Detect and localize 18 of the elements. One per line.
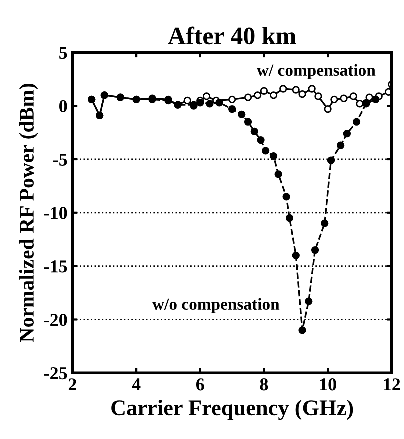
legend-label: w/ compensation: [256, 64, 376, 80]
x-tick-label: 12: [384, 378, 400, 391]
x-tick-label: 10: [320, 378, 336, 391]
y-axis-title: Normalized RF Power (dBm): [19, 84, 38, 342]
series-label: w/o compensation: [152, 298, 280, 314]
x-tick-label: 2: [68, 378, 76, 391]
chart-title: After 40 km: [168, 26, 296, 45]
y-tick-label: 5: [60, 47, 68, 60]
y-tick-label: 0: [60, 100, 68, 113]
x-tick-label: 8: [260, 378, 268, 391]
y-tick-label: -25: [44, 367, 68, 380]
x-tick-label: 4: [132, 378, 141, 391]
y-tick-label: -5: [53, 154, 68, 166]
x-axis-title: Carrier Frequency (GHz): [112, 400, 354, 420]
y-tick-label: -15: [44, 260, 68, 273]
y-tick-label: -10: [44, 207, 68, 220]
x-tick-label: 6: [196, 378, 204, 391]
y-tick-label: -20: [44, 314, 68, 326]
